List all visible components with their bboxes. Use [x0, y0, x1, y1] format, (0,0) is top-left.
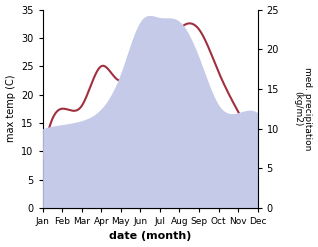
Y-axis label: max temp (C): max temp (C) — [5, 75, 16, 143]
X-axis label: date (month): date (month) — [109, 231, 191, 242]
Y-axis label: med. precipitation
(kg/m2): med. precipitation (kg/m2) — [293, 67, 313, 150]
